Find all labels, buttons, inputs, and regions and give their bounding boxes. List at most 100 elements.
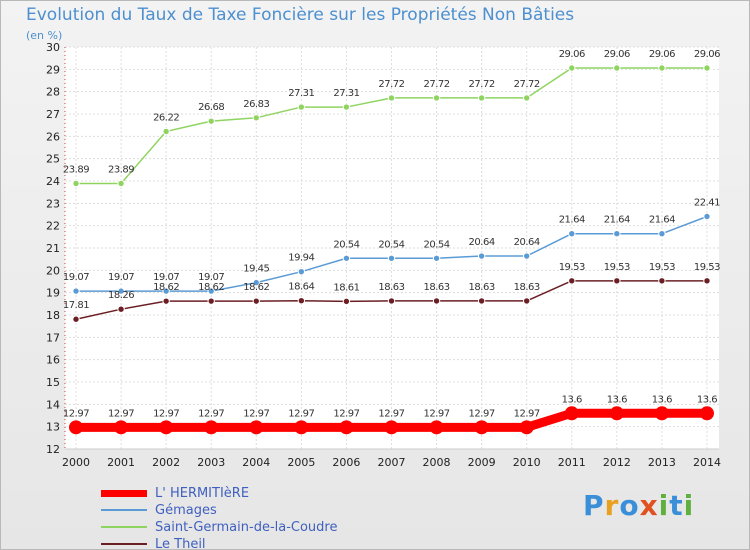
data-label-le-theil: 18.61 [333, 282, 359, 293]
x-tick-label: 2005 [287, 456, 315, 469]
data-point-le-theil [297, 297, 306, 305]
data-point-lhermitiere [339, 420, 354, 435]
x-tick-label: 2000 [62, 456, 90, 469]
x-tick-label: 2009 [468, 456, 496, 469]
data-label-saint-germain: 27.72 [423, 79, 449, 90]
y-tick-label: 26 [46, 130, 60, 143]
data-label-saint-germain: 23.89 [108, 164, 134, 175]
data-label-gemages: 21.64 [649, 215, 675, 226]
data-label-gemages: 19.07 [198, 272, 224, 283]
data-point-saint-germain [703, 64, 711, 72]
data-label-le-theil: 18.64 [288, 282, 314, 293]
data-point-le-theil [703, 277, 711, 285]
y-tick-label: 13 [46, 421, 60, 434]
y-tick-label: 15 [46, 376, 60, 389]
data-label-saint-germain: 27.31 [333, 88, 359, 99]
data-label-lhermitiere: 12.97 [63, 408, 89, 419]
data-label-le-theil: 18.62 [153, 282, 179, 293]
data-point-le-theil [432, 297, 441, 305]
data-point-gemages [613, 230, 621, 238]
data-label-lhermitiere: 12.97 [288, 408, 314, 419]
data-point-le-theil [613, 277, 621, 285]
data-label-le-theil: 18.62 [243, 282, 269, 293]
data-label-lhermitiere: 12.97 [378, 408, 404, 419]
y-tick-label: 23 [46, 197, 60, 210]
data-point-gemages [297, 267, 306, 276]
data-point-saint-germain [72, 179, 80, 188]
x-tick-label: 2014 [693, 456, 721, 469]
data-point-lhermitiere [249, 420, 264, 435]
data-point-le-theil [117, 305, 125, 313]
data-label-le-theil: 18.63 [514, 282, 540, 293]
y-tick-label: 30 [46, 41, 60, 54]
data-label-saint-germain: 26.83 [243, 99, 269, 110]
x-tick-label: 2011 [558, 456, 586, 469]
data-label-le-theil: 19.53 [559, 262, 585, 273]
data-point-lhermitiere [474, 420, 489, 435]
data-label-le-theil: 19.53 [649, 262, 675, 273]
data-point-gemages [432, 254, 441, 262]
data-label-gemages: 22.41 [694, 198, 720, 209]
data-point-lhermitiere [564, 406, 579, 421]
data-point-lhermitiere [654, 406, 669, 421]
data-point-le-theil [72, 315, 80, 323]
x-tick-label: 2004 [242, 456, 270, 469]
legend-swatch-lhermitiere [101, 490, 147, 497]
data-point-le-theil [387, 297, 396, 305]
data-point-gemages [387, 254, 396, 262]
data-point-lhermitiere [519, 420, 534, 435]
x-tick-label: 2003 [197, 456, 225, 469]
data-point-gemages [658, 230, 666, 238]
data-point-gemages [252, 278, 260, 287]
y-tick-label: 29 [46, 63, 60, 76]
data-point-saint-germain [297, 103, 306, 111]
data-point-gemages [523, 252, 531, 260]
data-point-gemages [72, 287, 80, 295]
data-point-saint-germain [523, 94, 531, 102]
data-label-saint-germain: 29.06 [649, 49, 675, 60]
y-tick-label: 21 [46, 242, 60, 255]
data-label-le-theil: 19.53 [604, 262, 630, 273]
data-point-saint-germain [207, 117, 215, 125]
y-tick-label: 28 [46, 86, 60, 99]
data-label-gemages: 19.94 [288, 253, 314, 264]
data-label-lhermitiere: 13.6 [607, 394, 627, 405]
y-tick-label: 19 [46, 287, 60, 300]
y-tick-label: 18 [46, 309, 60, 322]
data-label-le-theil: 18.63 [469, 282, 495, 293]
data-point-lhermitiere [609, 406, 624, 421]
x-tick-label: 2013 [648, 456, 676, 469]
data-label-lhermitiere: 12.97 [423, 408, 449, 419]
data-label-lhermitiere: 12.97 [108, 408, 134, 419]
data-point-le-theil [207, 297, 215, 305]
x-tick-label: 2010 [513, 456, 541, 469]
data-label-gemages: 19.07 [153, 272, 179, 283]
y-tick-label: 20 [46, 264, 60, 277]
data-label-le-theil: 18.62 [198, 282, 224, 293]
chart-title: Evolution du Taux de Taxe Foncière sur l… [26, 5, 575, 25]
data-label-gemages: 19.45 [243, 264, 269, 275]
data-label-gemages: 20.64 [514, 237, 540, 248]
legend-label: L' HERMITIèRE [155, 486, 250, 501]
data-label-lhermitiere: 13.6 [697, 394, 717, 405]
legend-swatch-gemages [101, 509, 147, 511]
data-label-le-theil: 19.53 [694, 262, 720, 273]
x-tick-label: 2006 [332, 456, 360, 469]
legend-swatch-le-theil [101, 543, 147, 545]
legend-label: Gémages [155, 503, 217, 518]
data-label-lhermitiere: 12.97 [514, 408, 540, 419]
unit-label: (en %) [26, 29, 63, 42]
data-point-lhermitiere [429, 420, 444, 435]
data-label-gemages: 20.54 [378, 239, 404, 250]
data-label-gemages: 20.54 [423, 239, 449, 250]
data-label-saint-germain: 29.06 [694, 49, 720, 60]
data-label-lhermitiere: 12.97 [333, 408, 359, 419]
data-point-saint-germain [568, 64, 576, 72]
data-label-gemages: 20.54 [333, 239, 359, 250]
data-label-saint-germain: 29.06 [559, 49, 585, 60]
y-tick-label: 14 [46, 398, 60, 411]
y-tick-label: 22 [46, 220, 60, 233]
data-label-saint-germain: 27.72 [378, 79, 404, 90]
